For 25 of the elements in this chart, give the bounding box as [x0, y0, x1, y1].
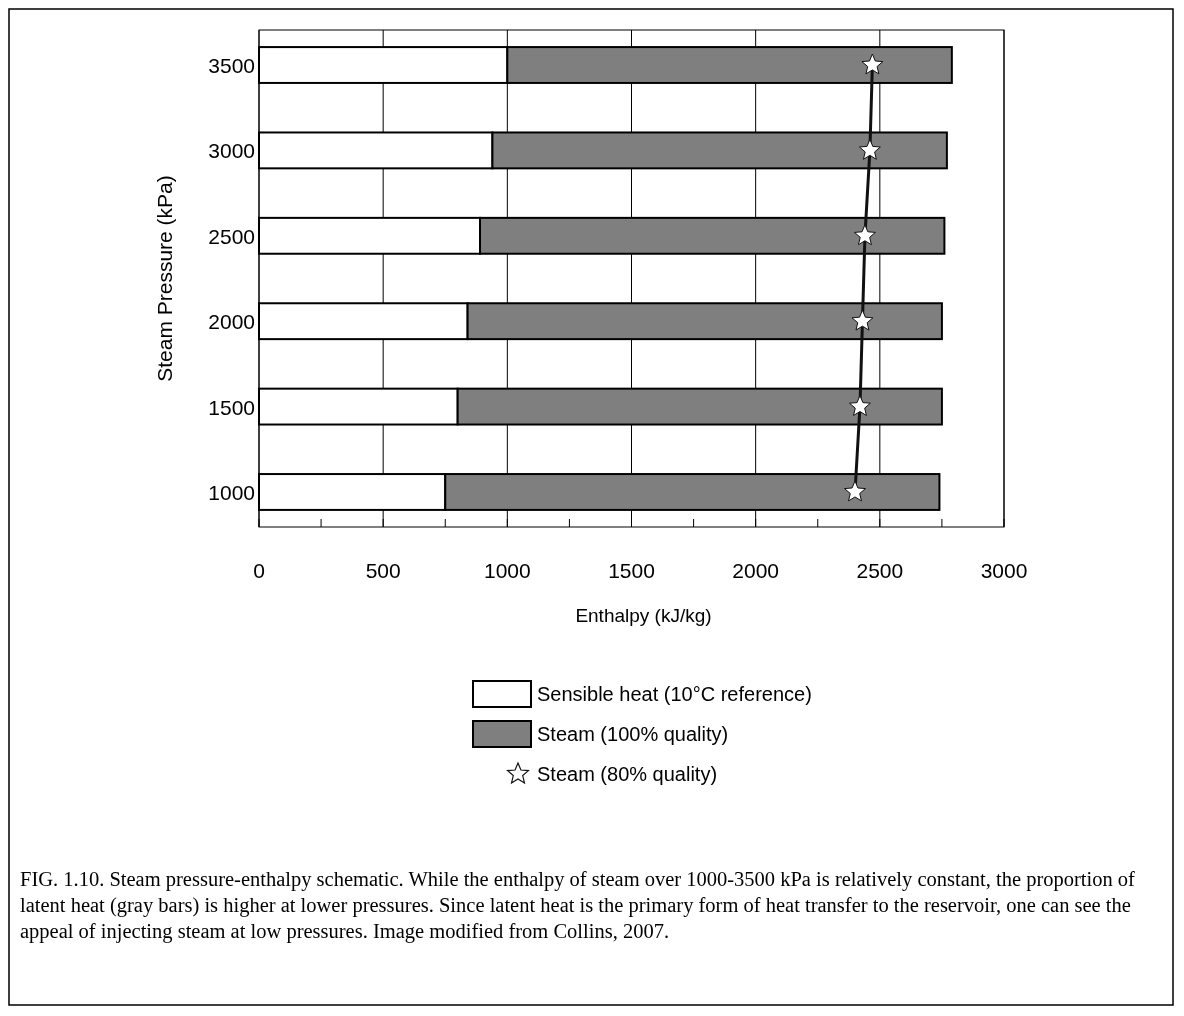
y-tick-label: 2500 — [208, 224, 255, 248]
x-tick-label: 2500 — [856, 559, 904, 582]
y-tick-label: 3500 — [208, 54, 255, 78]
y-tick-label: 1000 — [208, 480, 255, 504]
legend-label: Steam (100% quality) — [537, 723, 729, 745]
x-tick-label: 2000 — [732, 559, 780, 582]
x-tick-label: 1000 — [483, 559, 531, 582]
legend-label: Steam (80% quality) — [537, 763, 718, 785]
x-tick-label: 3000 — [980, 559, 1028, 582]
point — [849, 395, 871, 416]
y-tick-label: 2000 — [208, 310, 255, 334]
point — [861, 53, 884, 75]
point — [853, 224, 876, 246]
y-axis-title: Steam Pressure (kPa) — [153, 175, 176, 382]
point — [851, 309, 874, 331]
x-tick-label: 500 — [365, 559, 401, 582]
point — [858, 138, 881, 160]
x-tick-label: 0 — [253, 559, 265, 582]
y-tick-label: 3000 — [208, 139, 255, 163]
caption: FIG. 1.10. Steam pressure-enthalpy schematic. While the enthalpy of steam over 1000-3500 kPa is relatively constant, the proportion of latent heat (gray bars) is higher at lower pressures. Since latent heat is the primary form of heat transfer to the reservoir, one can see the appeal of injecting steam at low pressures. Image modified from Collins, 2007. — [20, 867, 1136, 944]
point — [844, 480, 866, 502]
y-tick-label: 1500 — [208, 395, 255, 419]
legend-label: Sensible heat (10°C reference) — [537, 683, 812, 705]
x-tick-label: 1500 — [608, 559, 655, 582]
x-axis-title: Enthalpy (kJ/kg) — [575, 605, 712, 626]
